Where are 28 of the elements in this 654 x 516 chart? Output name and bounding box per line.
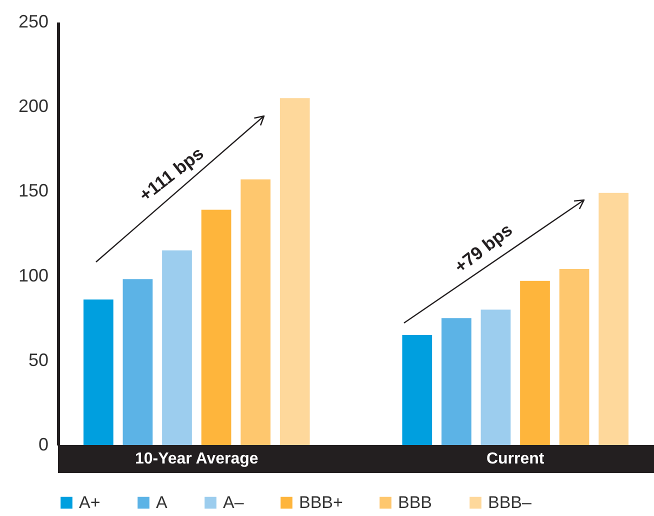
y-tick-label: 0 (38, 434, 48, 454)
bar (280, 98, 310, 445)
bar (598, 192, 629, 445)
bar (240, 179, 270, 445)
y-tick-label: 250 (18, 12, 48, 32)
x-tick-label: Current (486, 450, 545, 468)
bar (559, 269, 590, 445)
annotation: +111 bps (135, 143, 208, 206)
legend-label: A+ (79, 492, 100, 512)
bar (162, 250, 192, 445)
bar (402, 335, 432, 445)
annotation: +79 bps (450, 220, 516, 277)
bar (83, 299, 114, 445)
y-tick-label: 50 (28, 350, 48, 370)
legend-label: BBB– (488, 492, 532, 512)
bar (480, 310, 511, 445)
y-tick-label: 150 (18, 180, 48, 201)
bar (122, 279, 153, 445)
legend-label: A (156, 492, 168, 512)
legend-label: A– (223, 492, 244, 512)
x-tick-label: 10-Year Average (134, 450, 258, 468)
y-tick-label: 200 (18, 96, 48, 116)
bar (442, 318, 472, 445)
bar (520, 280, 550, 445)
legend-label: BBB+ (299, 492, 344, 512)
bar (201, 210, 232, 445)
legend-label: BBB (398, 492, 432, 512)
y-tick-label: 100 (18, 265, 48, 286)
